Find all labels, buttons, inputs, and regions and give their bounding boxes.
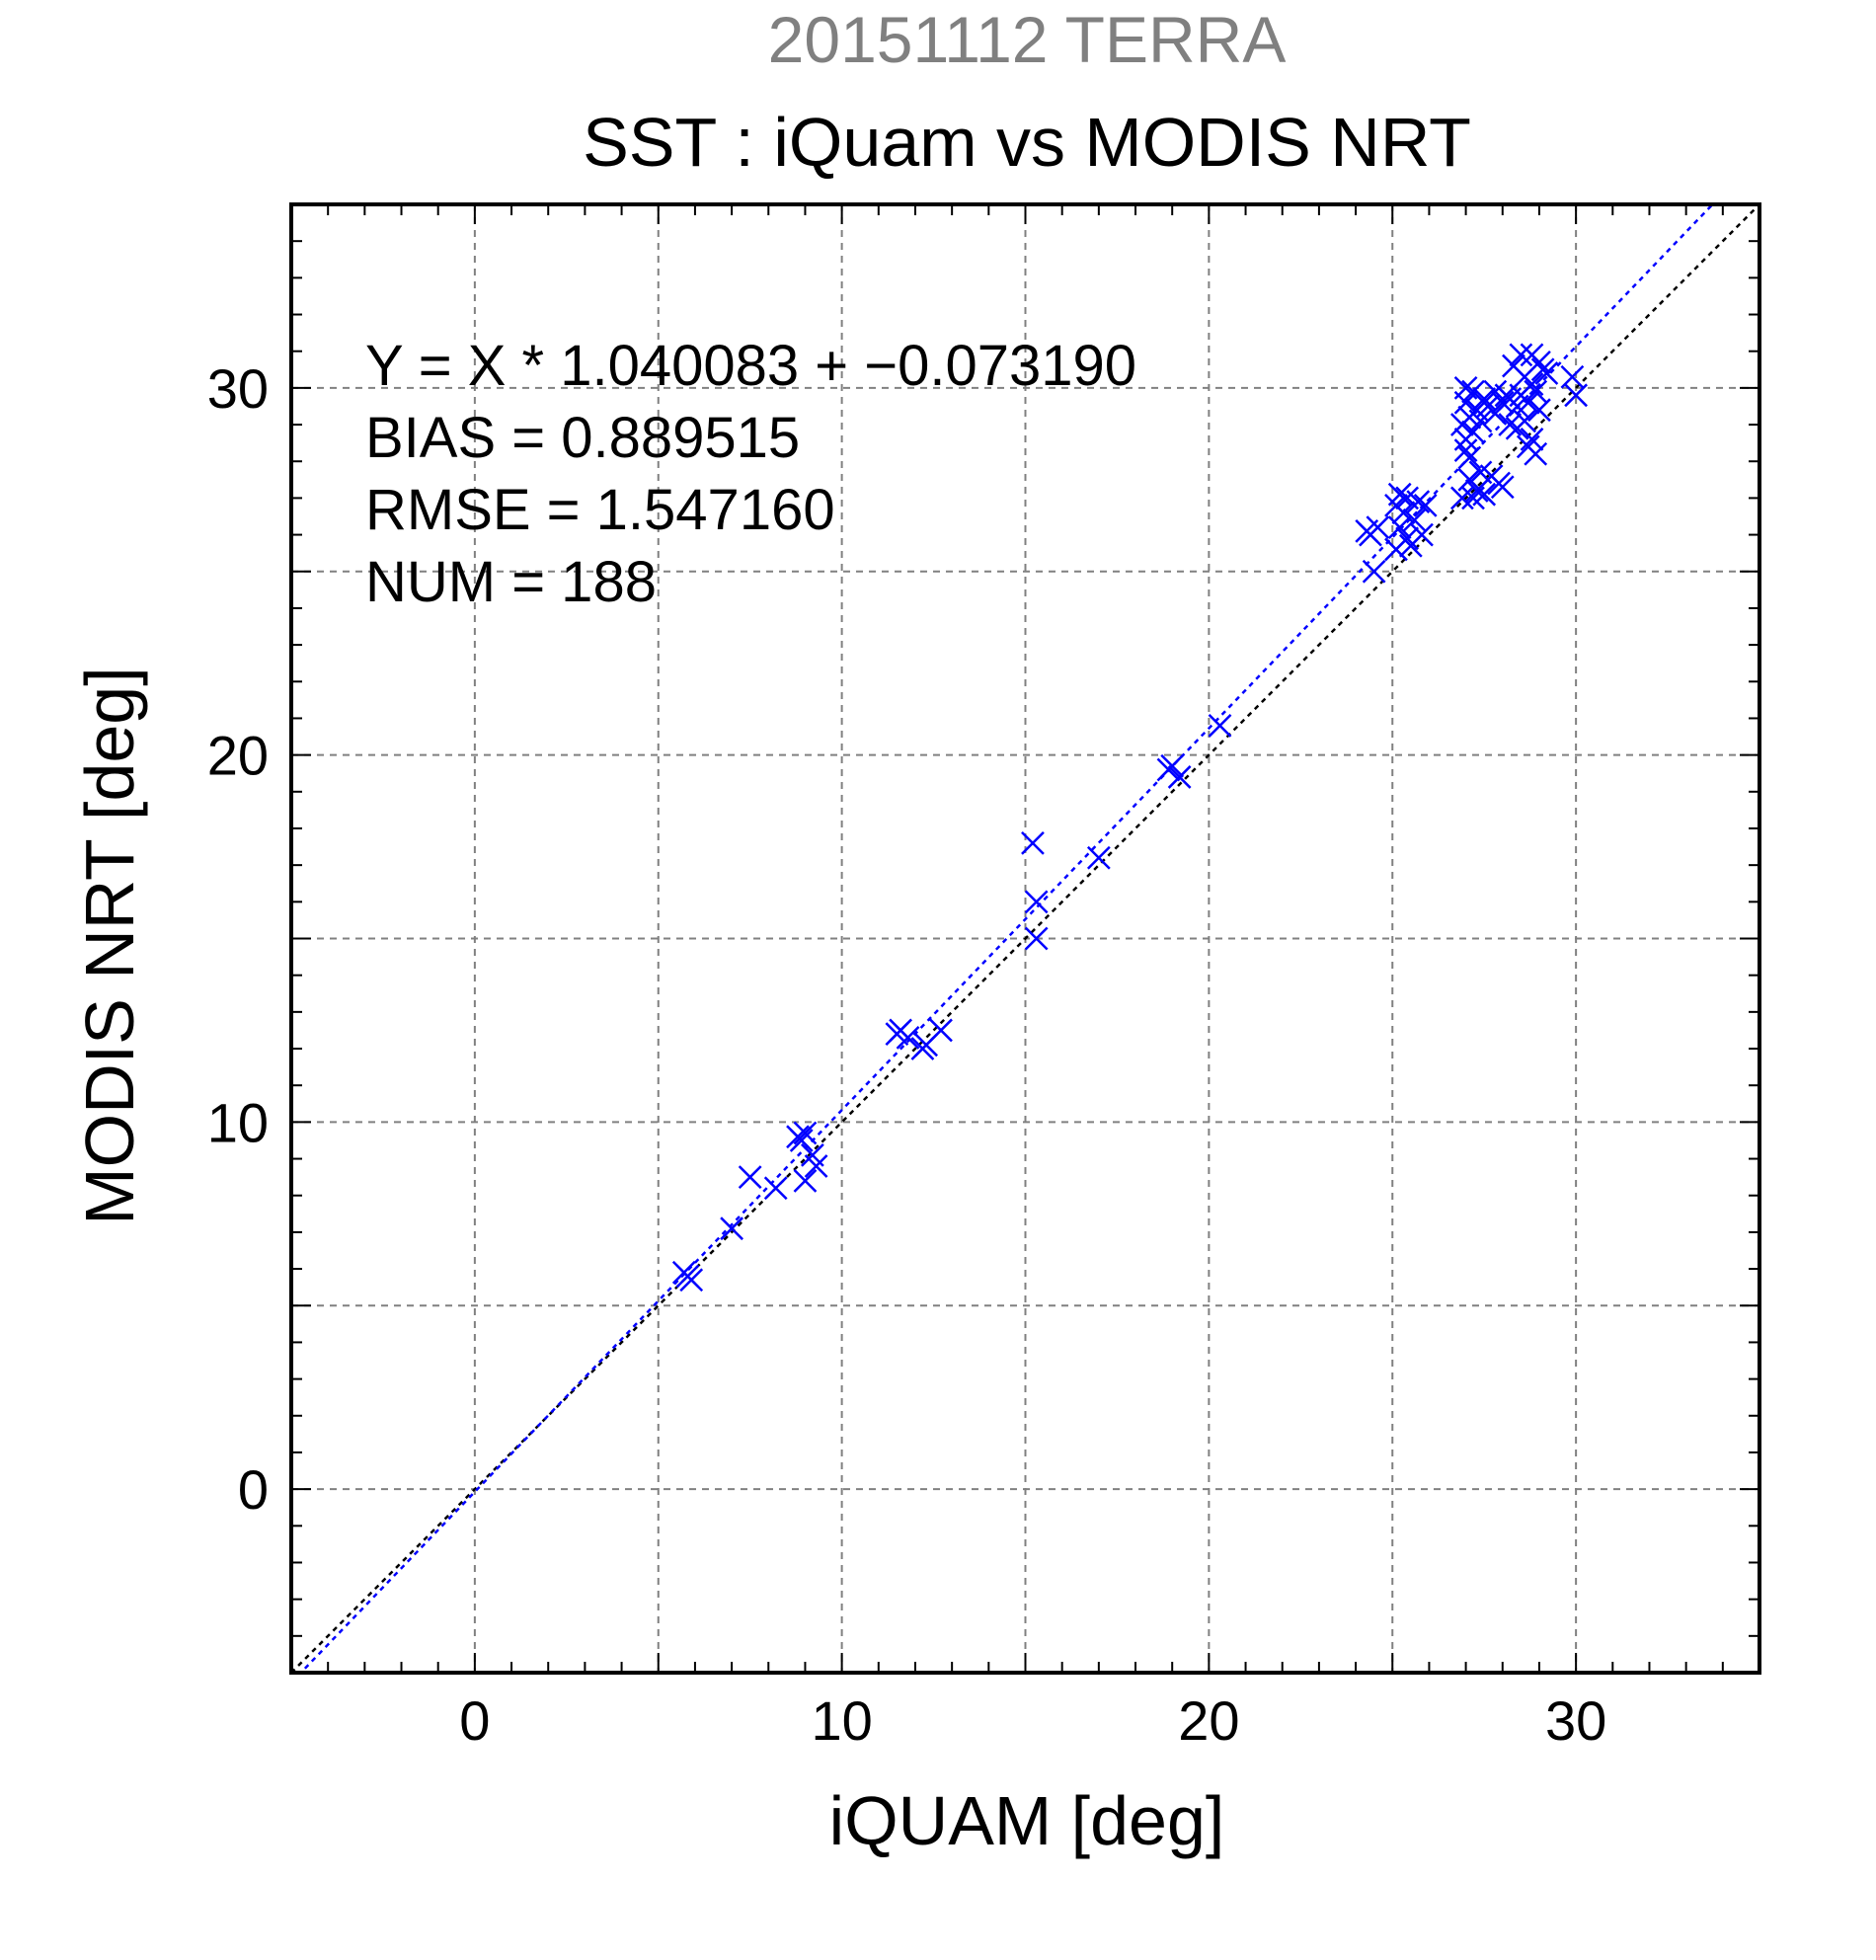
regression-line	[299, 204, 1715, 1673]
data-point	[1387, 482, 1412, 507]
data-point	[763, 1176, 788, 1201]
data-point	[1413, 493, 1438, 517]
data-point	[1024, 926, 1049, 951]
rmse-text: RMSE = 1.547160	[365, 478, 835, 542]
y-tick-label: 0	[238, 1458, 269, 1521]
data-point	[1461, 379, 1485, 404]
data-point	[1472, 482, 1497, 507]
data-point	[1086, 845, 1111, 870]
data-point	[720, 1216, 743, 1241]
data-point	[1453, 375, 1478, 400]
data-point	[789, 1129, 814, 1152]
num-text: NUM = 188	[365, 550, 657, 614]
y-tick-label: 30	[207, 357, 269, 420]
data-point	[1406, 490, 1431, 514]
data-point	[1509, 383, 1533, 408]
x-tick-label: 0	[459, 1689, 490, 1752]
tick-labels: 0 10 20 30 0 10 20 30	[207, 357, 1607, 1752]
data-point	[1208, 714, 1232, 738]
data-point	[1021, 830, 1045, 855]
data-point	[1449, 486, 1474, 510]
y-tick-label: 10	[207, 1091, 269, 1153]
y-tick-label: 20	[207, 725, 269, 787]
data-point	[1391, 501, 1416, 525]
data-point	[1490, 390, 1515, 415]
x-tick-label: 20	[1178, 1689, 1239, 1752]
data-point	[1167, 765, 1192, 789]
data-point	[1527, 398, 1551, 423]
reference-lines	[291, 204, 1759, 1673]
data-point	[1472, 387, 1497, 411]
fit-equation-text: Y = X * 1.040083 + −0.073190	[365, 334, 1136, 398]
data-point	[1453, 438, 1478, 462]
data-point	[1513, 409, 1536, 433]
data-point	[1509, 343, 1533, 367]
data-point	[1468, 409, 1493, 433]
y-axis-label: MODIS NRT [deg]	[71, 666, 148, 1224]
data-point	[1024, 890, 1049, 914]
data-point	[1520, 428, 1544, 451]
x-axis-label: iQUAM [deg]	[829, 1782, 1225, 1859]
identity-line	[291, 204, 1759, 1673]
data-point	[1524, 441, 1548, 466]
data-point	[929, 1018, 953, 1043]
data-point	[1527, 350, 1551, 374]
stats-annotation: Y = X * 1.040083 + −0.073190 BIAS = 0.88…	[365, 334, 1136, 614]
plot-frame	[289, 202, 1761, 1675]
data-point	[1524, 379, 1548, 404]
data-point	[1395, 526, 1420, 551]
bias-text: BIAS = 0.889515	[365, 406, 800, 470]
data-point	[804, 1154, 828, 1178]
data-points	[671, 343, 1589, 1293]
data-point	[1498, 413, 1523, 436]
data-point	[1564, 383, 1589, 408]
data-point	[1362, 559, 1386, 584]
data-point	[1410, 522, 1434, 547]
chart-title: SST : iQuam vs MODIS NRT	[583, 104, 1471, 181]
data-point	[793, 1121, 818, 1145]
data-point	[1490, 475, 1515, 500]
chart-supertitle: 20151112 TERRA	[768, 3, 1287, 76]
data-point	[1560, 364, 1585, 389]
data-point	[1457, 445, 1482, 470]
data-point	[1387, 515, 1412, 540]
data-point	[1160, 753, 1185, 778]
data-point	[1402, 508, 1427, 532]
data-point	[896, 1025, 920, 1050]
data-point	[1366, 515, 1390, 540]
data-point	[793, 1168, 818, 1193]
data-point	[1461, 420, 1485, 444]
data-point	[679, 1268, 704, 1293]
data-point	[738, 1165, 762, 1190]
x-tick-label: 30	[1545, 1689, 1606, 1752]
data-point	[1534, 361, 1559, 385]
x-tick-label: 10	[811, 1689, 872, 1752]
